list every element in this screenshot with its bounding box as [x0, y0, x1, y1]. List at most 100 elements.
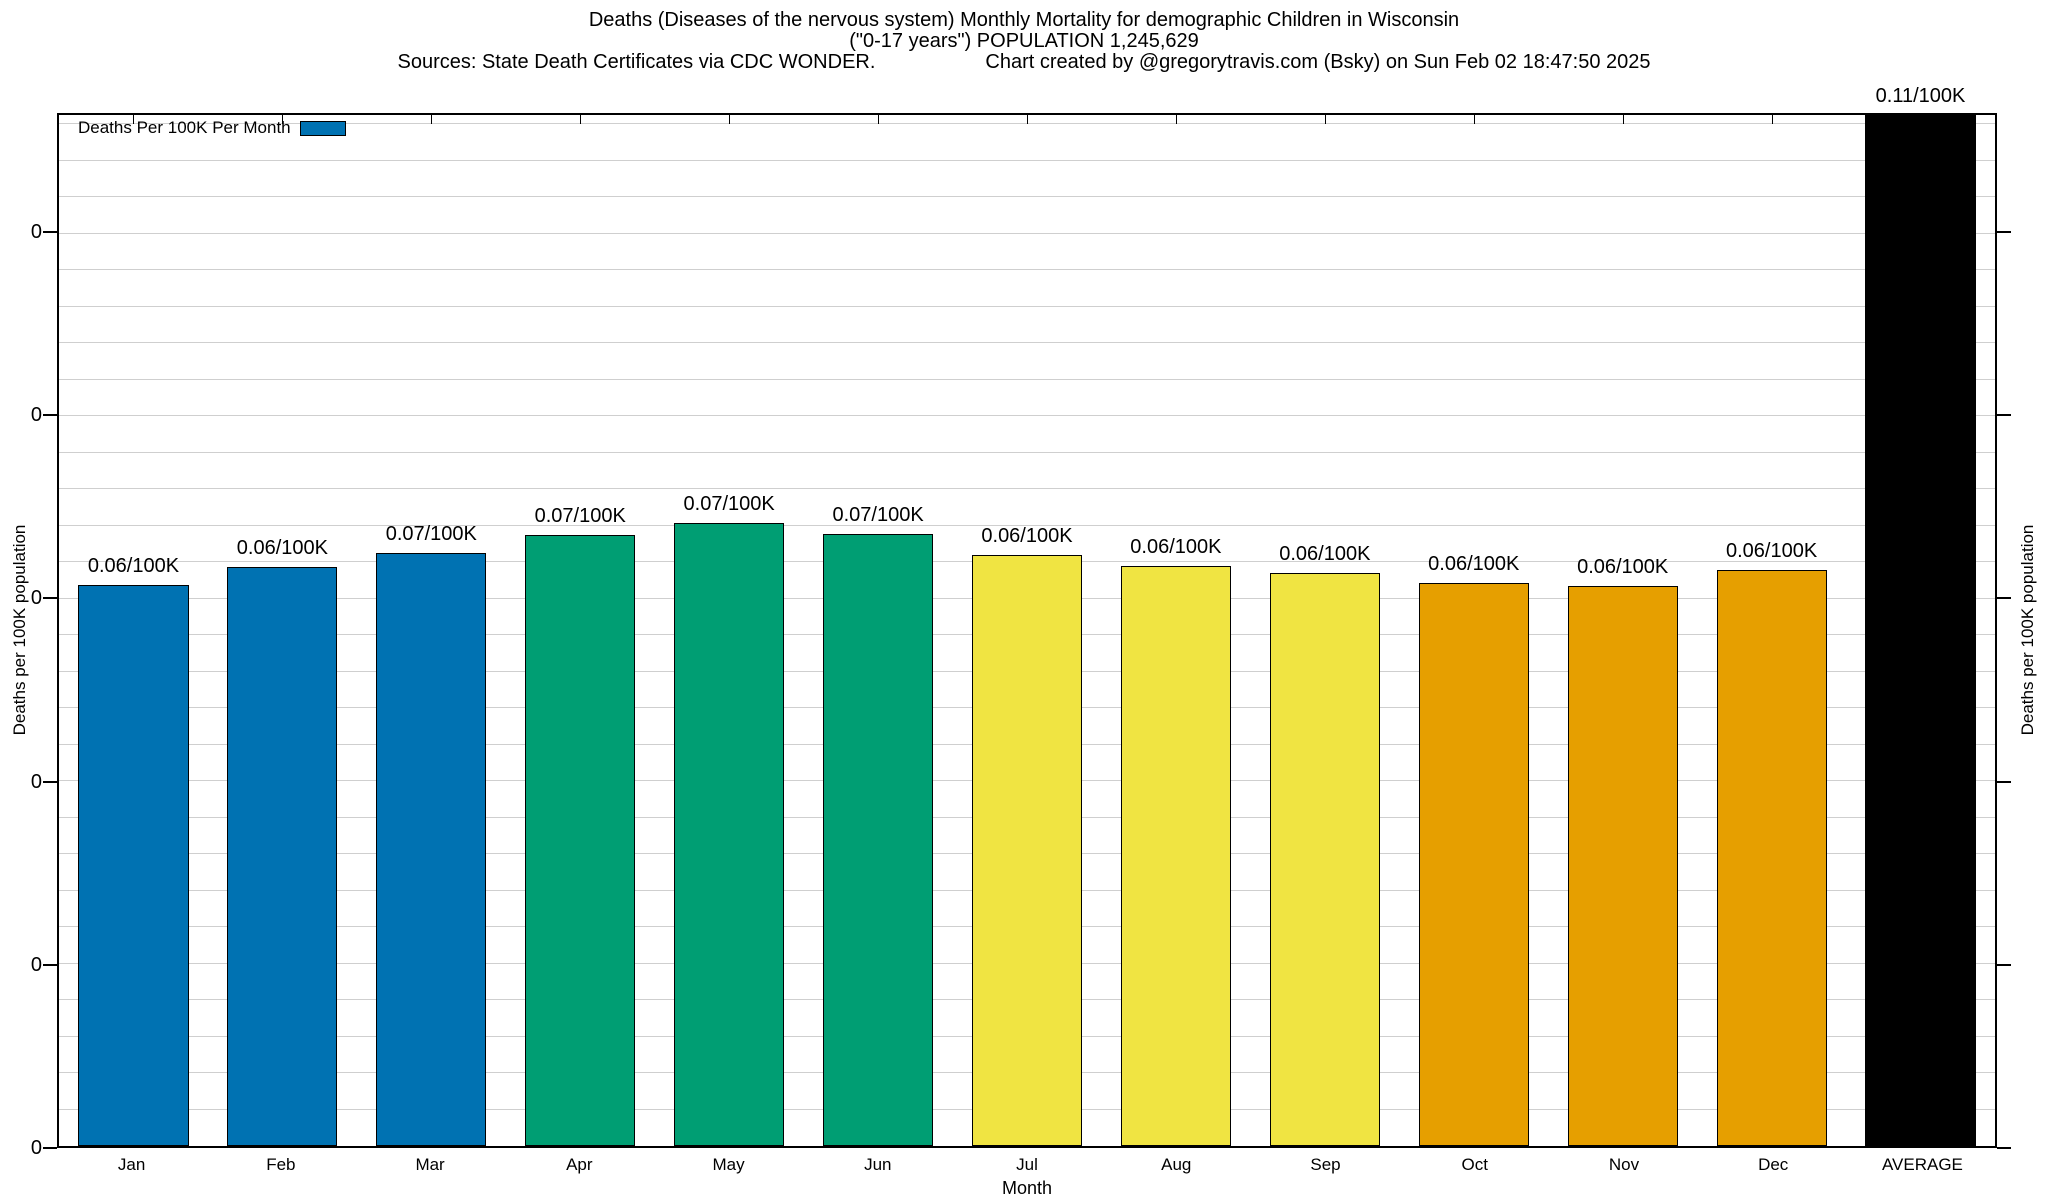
- bar-column-jun: 0.07/100K: [804, 115, 953, 1146]
- gridline: [59, 159, 1995, 161]
- bar-value-label-apr: 0.07/100K: [534, 504, 626, 527]
- bar-column-average: 0.11/100K: [1846, 85, 1995, 1146]
- bar-may: [674, 522, 785, 1146]
- x-tick-label-nov: Nov: [1608, 1155, 1640, 1174]
- plot-area: 0.06/100K 0.06/100K 0.07/100K 0.07/100K 0.07…: [57, 85, 1997, 1148]
- x-tick-label-jun: Jun: [864, 1155, 892, 1174]
- bar-column-dec: 0.06/100K: [1697, 115, 1846, 1146]
- y-tick-label: 0: [30, 221, 42, 244]
- gridline: [59, 196, 1995, 198]
- gridline: [59, 524, 1995, 526]
- bar-column-sep: 0.06/100K: [1250, 115, 1399, 1146]
- bar-jun: [822, 533, 934, 1146]
- bar-value-label-jan: 0.06/100K: [87, 554, 180, 577]
- gridline: [59, 451, 1995, 453]
- y-tick-mark: [43, 780, 57, 783]
- y-tick-mark: [43, 1147, 57, 1149]
- gridline: [59, 415, 1995, 417]
- y-tick-mark: [43, 231, 57, 234]
- bars-layer: 0.06/100K 0.06/100K 0.07/100K 0.07/100K 0.07…: [59, 85, 1995, 1146]
- top-axis-tick: [1473, 115, 1475, 124]
- y-tick-mark: [1997, 597, 2011, 600]
- bar-column-oct: 0.06/100K: [1399, 115, 1548, 1146]
- x-tick-label-dec: Dec: [1758, 1155, 1789, 1174]
- top-axis-tick: [580, 115, 582, 124]
- legend: Deaths Per 100K Per Month: [78, 118, 346, 138]
- top-axis-tick: [1175, 115, 1177, 124]
- y-tick-mark: [43, 597, 57, 600]
- bar-oct: [1418, 583, 1529, 1146]
- y-tick-mark: [1997, 1147, 2011, 1149]
- top-axis-tick: [1771, 115, 1773, 124]
- bar-dec: [1716, 570, 1827, 1146]
- x-tick-label-aug: Aug: [1161, 1155, 1192, 1174]
- gridline: [59, 232, 1995, 234]
- legend-swatch-icon: [299, 120, 346, 136]
- bar-column-may: 0.07/100K: [655, 115, 804, 1146]
- gridline: [59, 269, 1995, 271]
- chart-title-block: Deaths (Diseases of the nervous system) …: [0, 10, 2048, 73]
- gridline: [59, 378, 1995, 380]
- y-tick-mark: [1997, 231, 2011, 234]
- top-axis-tick: [878, 115, 880, 124]
- chart-title-line1: Deaths (Diseases of the nervous system) …: [588, 9, 1460, 31]
- x-tick-label-apr: Apr: [566, 1155, 593, 1174]
- bar-value-label-jul: 0.06/100K: [981, 524, 1073, 547]
- top-axis-tick: [729, 115, 731, 124]
- y-tick-mark: [1997, 963, 2011, 966]
- bar-nov: [1567, 585, 1678, 1146]
- bar-value-label-sep: 0.06/100K: [1279, 543, 1371, 566]
- top-axis-tick: [133, 115, 135, 124]
- bar-value-label-nov: 0.06/100K: [1577, 555, 1669, 578]
- sources-text: Sources: State Death Certificates via CD…: [397, 51, 876, 73]
- bar-value-label-jun: 0.07/100K: [832, 503, 924, 526]
- bar-average: [1865, 115, 1976, 1146]
- bar-jan: [78, 584, 189, 1146]
- x-tick-label-feb: Feb: [266, 1155, 296, 1174]
- top-axis-tick: [1026, 115, 1028, 124]
- y-tick-label: 0: [30, 1137, 42, 1159]
- x-tick-label-average: AVERAGE: [1881, 1155, 1963, 1174]
- x-tick-label-jul: Jul: [1016, 1155, 1038, 1174]
- credit-text: Chart created by @gregorytravis.com (Bsk…: [985, 51, 1651, 73]
- y-tick-mark: [1997, 414, 2011, 417]
- bar-feb: [227, 566, 338, 1146]
- bar-value-label-oct: 0.06/100K: [1428, 553, 1520, 576]
- top-axis-tick: [1622, 115, 1624, 124]
- y-tick-label: 0: [30, 404, 42, 427]
- x-axis-title: Month: [1001, 1178, 1053, 1198]
- y-axis-ticks-right: [1997, 113, 2011, 1149]
- y-tick-mark: [1997, 780, 2011, 783]
- bar-aug: [1120, 565, 1231, 1146]
- y-tick-label: 0: [30, 587, 42, 610]
- bar-column-apr: 0.07/100K: [506, 115, 655, 1146]
- x-tick-label-oct: Oct: [1461, 1155, 1488, 1174]
- bar-value-label-aug: 0.06/100K: [1130, 535, 1222, 558]
- gridline: [59, 488, 1995, 490]
- top-axis-tick: [282, 115, 284, 124]
- bar-value-label-dec: 0.06/100K: [1725, 540, 1818, 563]
- bar-mar: [376, 552, 487, 1146]
- gridline: [59, 342, 1995, 344]
- x-tick-label-jan: Jan: [117, 1155, 146, 1174]
- y-tick-label: 0: [30, 953, 42, 976]
- x-axis-category-labels: Jan Feb Mar Apr May Jun Jul Aug Sep Oct Nov Dec AVER…: [57, 1155, 1997, 1175]
- bar-value-label-mar: 0.07/100K: [385, 522, 477, 545]
- bar-value-label-average: 0.11/100K: [1875, 85, 1966, 107]
- x-tick-label-may: May: [712, 1155, 745, 1174]
- chart-title-line3: Sources: State Death Certificates via CD…: [0, 52, 2048, 73]
- y-tick-label: 0: [30, 770, 42, 793]
- bar-column-aug: 0.06/100K: [1101, 115, 1250, 1146]
- bar-column-feb: 0.06/100K: [208, 115, 357, 1146]
- x-tick-label-sep: Sep: [1310, 1155, 1341, 1174]
- bar-column-jan: 0.06/100K: [59, 115, 208, 1146]
- legend-label: Deaths Per 100K Per Month: [78, 118, 291, 137]
- y-tick-mark: [43, 963, 57, 966]
- y-tick-mark: [43, 414, 57, 417]
- bar-value-label-feb: 0.06/100K: [236, 536, 328, 559]
- y-axis-title-left: Deaths per 100K population: [10, 524, 29, 736]
- gridline: [59, 305, 1995, 307]
- bar-column-mar: 0.07/100K: [357, 115, 506, 1146]
- bar-column-nov: 0.06/100K: [1548, 115, 1697, 1146]
- y-axis-ticks-left: [43, 113, 57, 1149]
